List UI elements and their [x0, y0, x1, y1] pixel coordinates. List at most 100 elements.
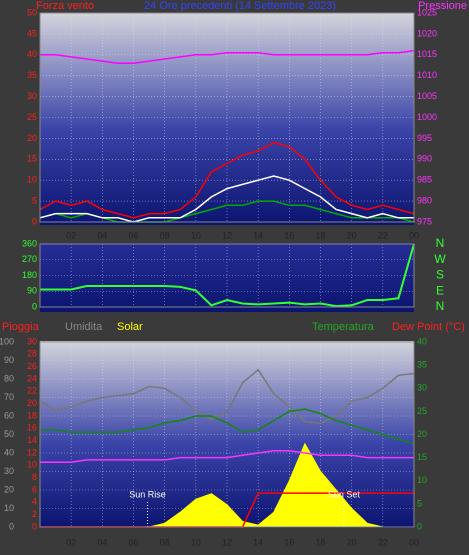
- y2-tick-label: 995: [417, 133, 432, 143]
- x-tick-label: 22: [378, 537, 388, 547]
- y-tick-label: 20: [4, 484, 14, 494]
- x-tick-label: 00: [409, 230, 419, 240]
- y2-tick-label: 2: [32, 509, 37, 519]
- annotation: Sun Set: [328, 489, 361, 499]
- x-tick-label: 18: [315, 230, 325, 240]
- y-tick-label: 35: [27, 70, 37, 80]
- y3-tick-label: 5: [417, 498, 422, 508]
- line: [39, 141, 415, 219]
- y3-tick-label: 25: [417, 406, 427, 416]
- y2-tick-label: 975: [417, 216, 432, 226]
- y-tick-label: 20: [27, 133, 37, 143]
- frame: [39, 243, 415, 308]
- pressure-label: Pressione: [418, 0, 467, 12]
- y-tick-label: 90: [27, 286, 37, 296]
- y2-tick-label: 1000: [417, 112, 437, 122]
- y2-tick-label: 6: [32, 484, 37, 494]
- y2-tick-label: 20: [27, 398, 37, 408]
- y2-tick-label: 985: [417, 175, 432, 185]
- y-tick-label: 100: [0, 336, 14, 346]
- x-tick-label: 08: [160, 537, 170, 547]
- y2-tick-label: 1025: [417, 7, 437, 17]
- x-tick-label: 04: [97, 230, 107, 240]
- x-tick-label: 22: [378, 230, 388, 240]
- y2-tick-label: 0: [32, 521, 37, 531]
- y2-tick-label: 18: [27, 410, 37, 420]
- legend-humidity: Umidita: [65, 321, 103, 333]
- x-tick-label: 06: [128, 230, 138, 240]
- x-tick-label: 00: [409, 537, 419, 547]
- x-tick-label: 02: [66, 537, 76, 547]
- y2-tick-label: 10: [27, 460, 37, 470]
- y2-tick-label: 26: [27, 361, 37, 371]
- x-tick-label: 08: [160, 230, 170, 240]
- y2-tick-label: E: [436, 283, 444, 297]
- y-tick-label: 70: [4, 392, 14, 402]
- x-tick-label: 10: [191, 537, 201, 547]
- x-tick-label: 12: [222, 537, 232, 547]
- frame: [39, 12, 415, 223]
- y3-tick-label: 15: [417, 452, 427, 462]
- y-tick-label: 50: [27, 7, 37, 17]
- y-tick-label: 45: [27, 28, 37, 38]
- legend-solar: Solar: [117, 321, 143, 333]
- y2-tick-label: 4: [32, 497, 37, 507]
- y3-tick-label: 10: [417, 475, 427, 485]
- y2-tick-label: 24: [27, 373, 37, 383]
- y2-tick-label: 1010: [417, 70, 437, 80]
- y2-tick-label: 16: [27, 423, 37, 433]
- y2-tick-label: N: [436, 299, 445, 313]
- line: [39, 368, 415, 425]
- legend-rain: Pioggia: [2, 321, 40, 333]
- y-tick-label: 60: [4, 410, 14, 420]
- y2-tick-label: 12: [27, 447, 37, 457]
- y2-tick-label: 8: [32, 472, 37, 482]
- y-tick-label: 0: [32, 216, 37, 226]
- x-tick-label: 18: [315, 537, 325, 547]
- y-tick-label: 360: [22, 238, 37, 248]
- x-tick-label: 12: [222, 230, 232, 240]
- y2-tick-label: S: [436, 268, 444, 282]
- x-tick-label: 06: [128, 537, 138, 547]
- annotation: Sun Rise: [129, 489, 166, 499]
- y3-tick-label: 20: [417, 429, 427, 439]
- line: [39, 175, 414, 223]
- y3-tick-label: 40: [417, 336, 427, 346]
- line: [40, 243, 415, 308]
- y-tick-label: 40: [27, 49, 37, 59]
- y-tick-label: 10: [4, 503, 14, 513]
- wind-label: Forza vento: [36, 0, 94, 12]
- chart-title: 24 Ore precedenti (14 Settembre 2023): [144, 0, 336, 12]
- y2-tick-label: 990: [417, 154, 432, 164]
- y-tick-label: 80: [4, 373, 14, 383]
- y-tick-label: 15: [27, 154, 37, 164]
- y-tick-label: 5: [32, 195, 37, 205]
- y2-tick-label: 28: [27, 349, 37, 359]
- x-tick-label: 20: [347, 537, 357, 547]
- y-tick-label: 30: [4, 466, 14, 476]
- legend-dewpoint: Dew Point (°C): [392, 321, 465, 333]
- y2-tick-label: 1020: [417, 28, 437, 38]
- x-tick-label: 16: [284, 230, 294, 240]
- y2-tick-label: 980: [417, 195, 432, 205]
- y2-tick-label: N: [436, 236, 445, 250]
- y-tick-label: 0: [32, 301, 37, 311]
- y-tick-label: 90: [4, 355, 14, 365]
- x-tick-label: 14: [253, 537, 263, 547]
- y2-tick-label: 14: [27, 435, 37, 445]
- panel-wind: [40, 13, 414, 225]
- y2-tick-label: 30: [27, 336, 37, 346]
- line: [40, 408, 415, 445]
- line: [40, 449, 414, 464]
- x-tick-label: 20: [347, 230, 357, 240]
- y2-tick-label: 1015: [417, 49, 437, 59]
- y-tick-label: 25: [27, 112, 37, 122]
- x-tick-label: 14: [253, 230, 263, 240]
- x-tick-label: 02: [66, 230, 76, 240]
- y-tick-label: 30: [27, 91, 37, 101]
- legend-temperature: Temperatura: [312, 321, 375, 333]
- y-tick-label: 50: [4, 429, 14, 439]
- line: [40, 49, 415, 64]
- y3-tick-label: 35: [417, 360, 427, 370]
